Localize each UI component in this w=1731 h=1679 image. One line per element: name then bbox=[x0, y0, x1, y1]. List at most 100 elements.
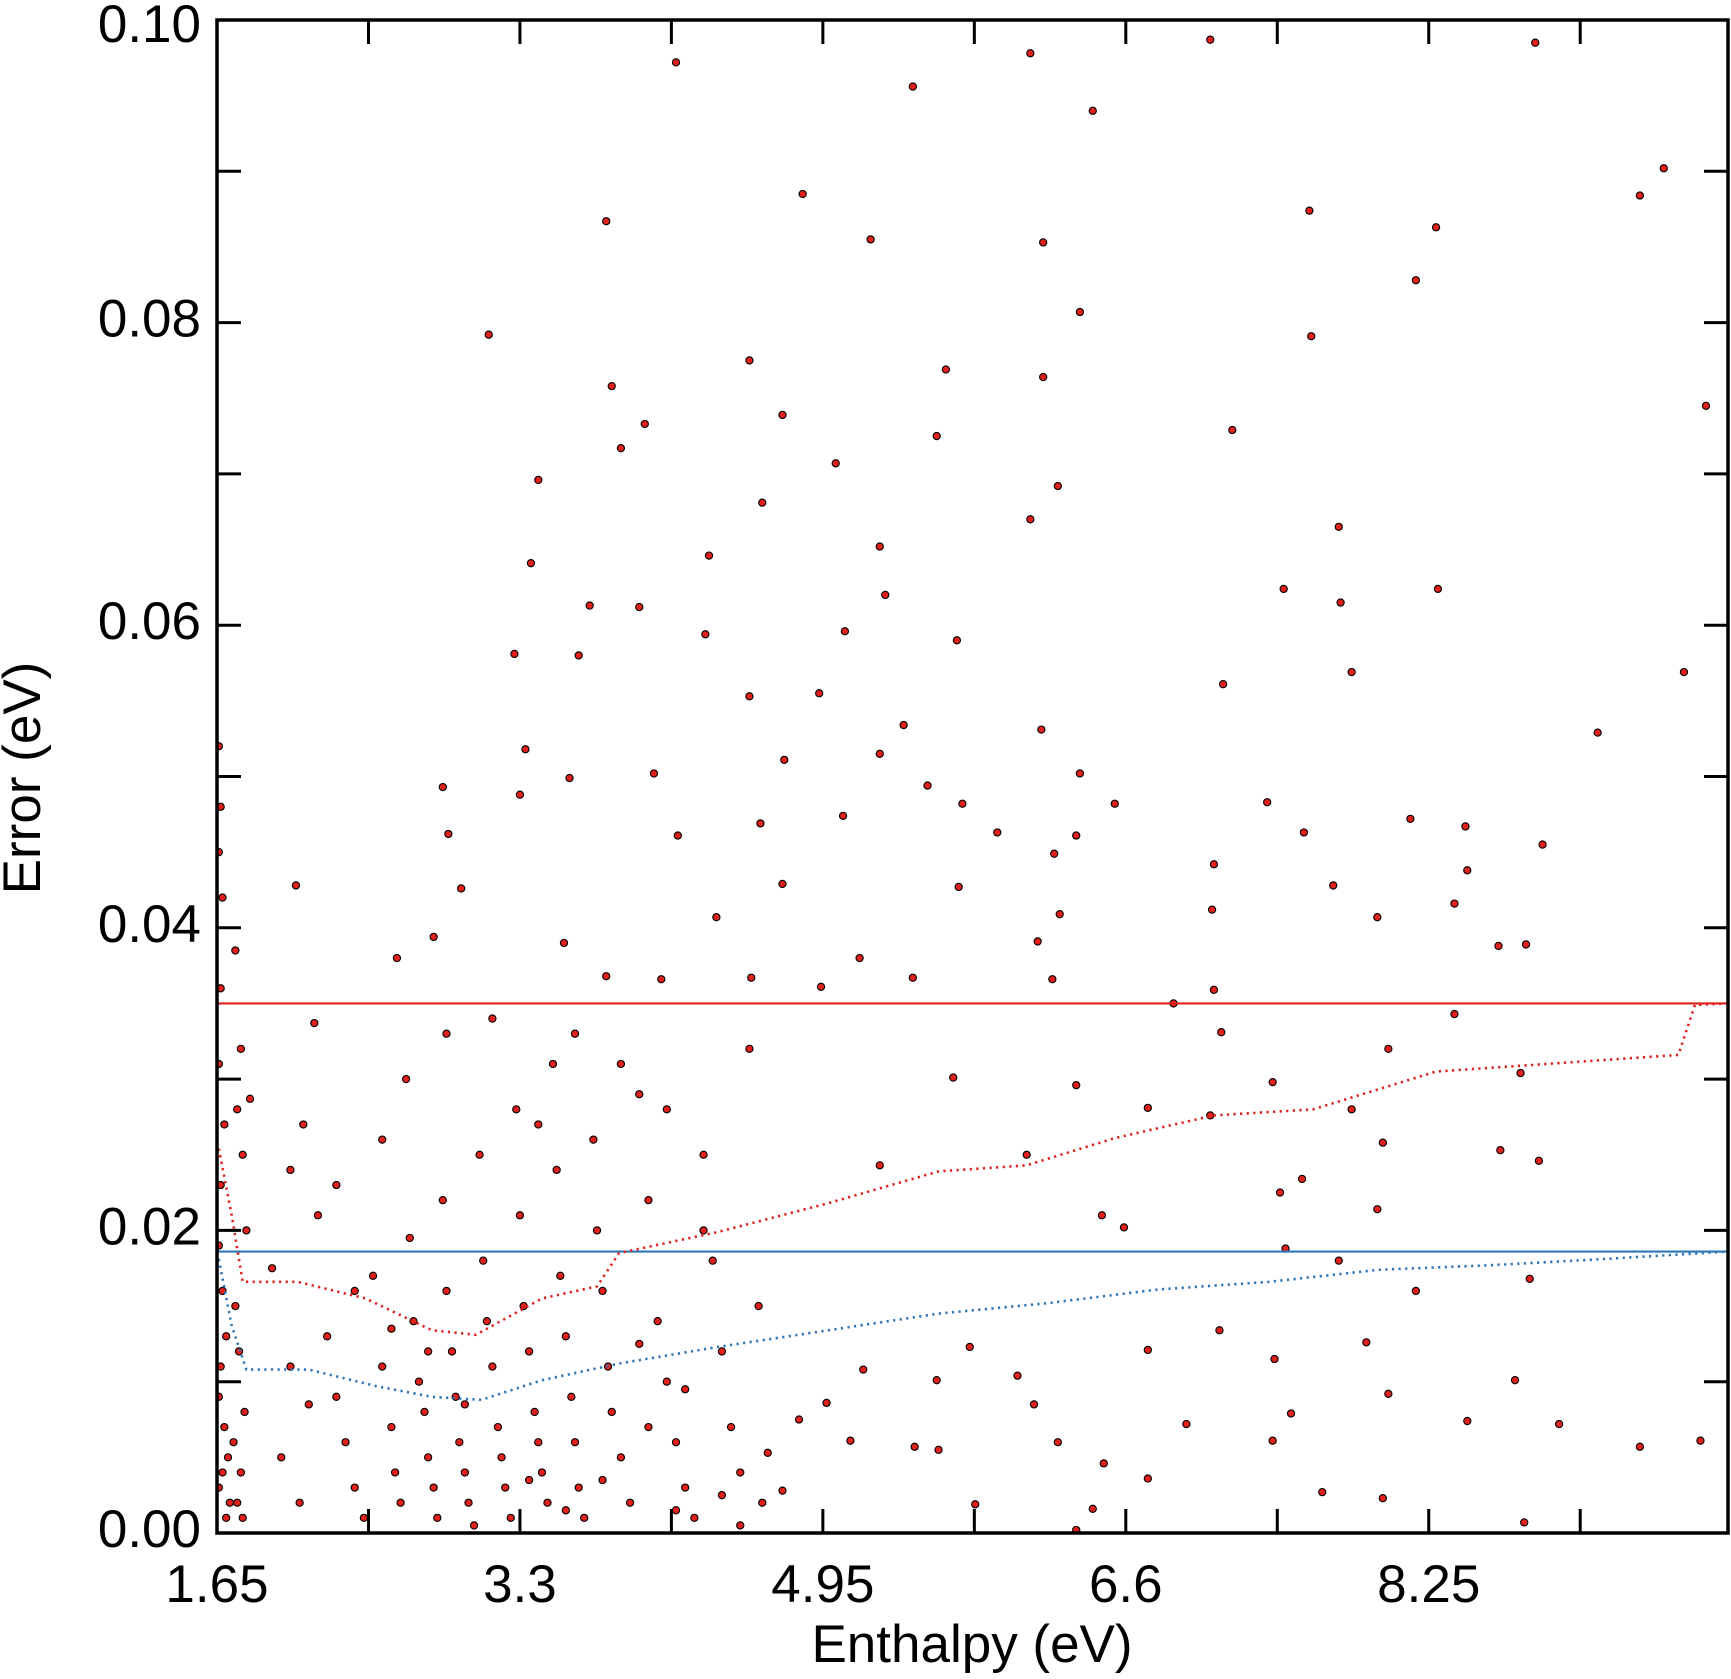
point bbox=[390, 1468, 400, 1477]
point bbox=[1384, 1389, 1393, 1398]
point bbox=[414, 1377, 424, 1386]
point bbox=[1334, 1256, 1343, 1265]
point bbox=[671, 1438, 681, 1447]
point bbox=[625, 1498, 635, 1507]
point bbox=[442, 1029, 451, 1038]
point bbox=[1411, 276, 1421, 285]
point bbox=[423, 1453, 433, 1462]
point bbox=[1307, 332, 1316, 341]
point bbox=[866, 235, 875, 244]
point bbox=[816, 982, 826, 991]
point bbox=[1463, 1416, 1472, 1426]
point bbox=[717, 1491, 727, 1500]
point bbox=[644, 1422, 653, 1432]
point bbox=[965, 1342, 974, 1352]
point bbox=[822, 1398, 831, 1408]
point bbox=[378, 1135, 387, 1144]
point bbox=[220, 1120, 229, 1129]
point bbox=[607, 381, 616, 391]
point bbox=[277, 1453, 286, 1462]
point bbox=[589, 1135, 598, 1144]
point bbox=[1347, 667, 1356, 677]
point bbox=[1538, 840, 1547, 849]
point bbox=[971, 1500, 980, 1509]
point bbox=[1362, 1338, 1371, 1347]
point bbox=[1039, 238, 1048, 247]
point bbox=[387, 1324, 396, 1333]
point bbox=[726, 1422, 736, 1432]
point bbox=[1050, 849, 1059, 858]
point bbox=[460, 1400, 470, 1409]
point bbox=[493, 1422, 503, 1432]
point bbox=[1026, 49, 1035, 58]
x-tick-label: 8.25 bbox=[1377, 1555, 1480, 1614]
point bbox=[482, 1317, 492, 1326]
point bbox=[1053, 481, 1063, 491]
point bbox=[798, 189, 807, 199]
point bbox=[954, 882, 963, 892]
x-tick-label: 4.95 bbox=[771, 1555, 874, 1614]
point bbox=[543, 1498, 552, 1507]
point bbox=[332, 1392, 341, 1401]
point bbox=[225, 1498, 235, 1507]
y-tick-label: 0.04 bbox=[98, 895, 201, 954]
point bbox=[231, 946, 240, 955]
point bbox=[570, 1438, 580, 1447]
point bbox=[233, 1105, 242, 1114]
point bbox=[1029, 1400, 1039, 1409]
point bbox=[1318, 1487, 1327, 1497]
point bbox=[515, 790, 525, 799]
point bbox=[1119, 1223, 1129, 1232]
point bbox=[561, 1332, 570, 1341]
point bbox=[1033, 937, 1042, 946]
point bbox=[846, 1436, 855, 1445]
point bbox=[534, 1120, 543, 1129]
point bbox=[1696, 1436, 1705, 1445]
point bbox=[245, 1094, 255, 1103]
point bbox=[708, 1256, 717, 1265]
point bbox=[548, 1059, 558, 1069]
point bbox=[649, 769, 659, 778]
point bbox=[1279, 584, 1288, 594]
point bbox=[1072, 831, 1081, 840]
point bbox=[220, 1422, 229, 1432]
point bbox=[387, 1422, 396, 1432]
point bbox=[932, 1376, 941, 1385]
point bbox=[993, 828, 1002, 837]
point bbox=[1378, 1494, 1387, 1503]
point bbox=[510, 649, 519, 659]
point bbox=[433, 1513, 442, 1523]
point bbox=[1270, 1354, 1279, 1364]
point bbox=[1013, 1371, 1022, 1380]
point bbox=[1635, 191, 1645, 200]
point bbox=[616, 1453, 626, 1462]
point bbox=[1334, 522, 1343, 532]
point bbox=[359, 1513, 369, 1523]
point bbox=[1525, 1274, 1534, 1283]
x-tick-label: 3.3 bbox=[483, 1555, 557, 1614]
point bbox=[745, 692, 754, 701]
point bbox=[1209, 985, 1219, 994]
point bbox=[1496, 1146, 1505, 1155]
point bbox=[778, 879, 787, 889]
point bbox=[524, 1347, 534, 1356]
point bbox=[1217, 1028, 1226, 1037]
point bbox=[1520, 1518, 1529, 1527]
point bbox=[1373, 913, 1382, 922]
point bbox=[1701, 401, 1711, 410]
point bbox=[286, 1165, 295, 1175]
point bbox=[758, 498, 767, 507]
point bbox=[1206, 35, 1215, 44]
point bbox=[506, 1513, 515, 1523]
point bbox=[932, 431, 941, 441]
point bbox=[1635, 1442, 1645, 1451]
point bbox=[704, 551, 714, 560]
point bbox=[350, 1483, 359, 1492]
point bbox=[657, 975, 666, 984]
point bbox=[1384, 1044, 1393, 1053]
point bbox=[423, 1347, 433, 1356]
point bbox=[699, 1150, 708, 1159]
point bbox=[534, 475, 543, 485]
point bbox=[1510, 1376, 1520, 1385]
